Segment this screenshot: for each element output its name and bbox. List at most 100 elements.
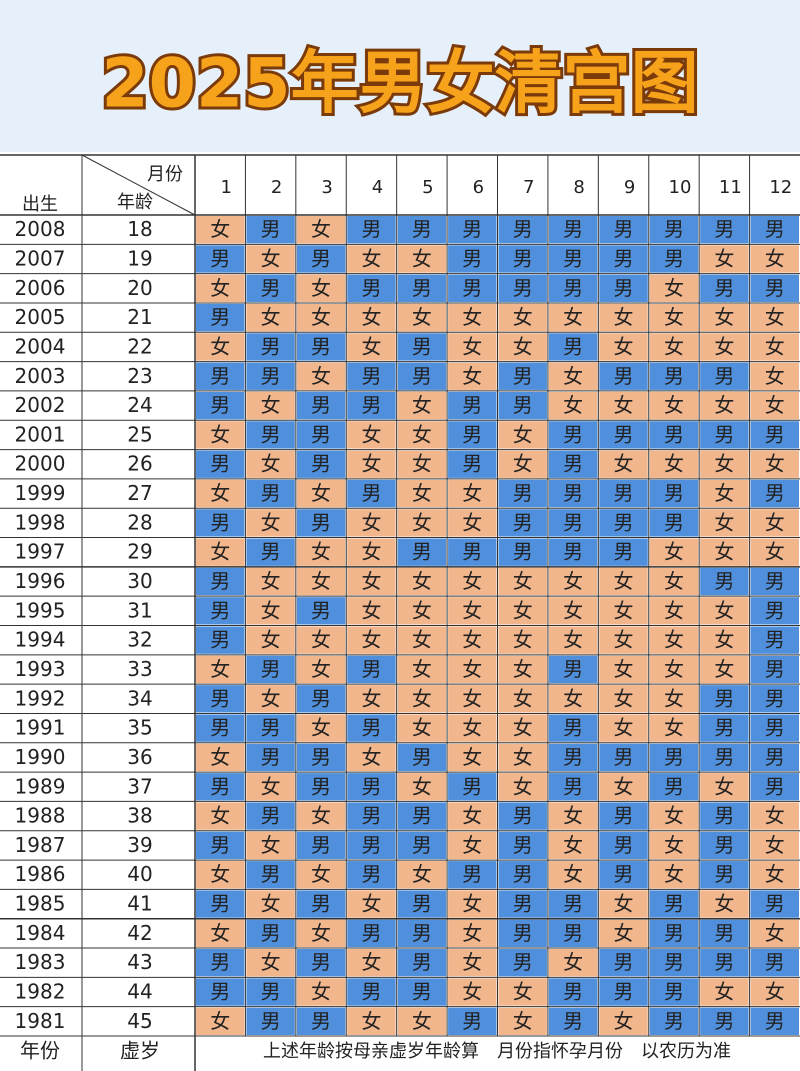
- cell-bg: [498, 655, 547, 684]
- birth-year: 1989: [15, 774, 66, 798]
- cell-bg: [700, 421, 749, 449]
- birth-year: 1997: [15, 540, 66, 564]
- title-band: [0, 0, 800, 152]
- cell-value: 男: [311, 452, 331, 476]
- cell-bg: [196, 509, 245, 537]
- cell-bg: [296, 538, 346, 566]
- cell-value: 女: [361, 540, 381, 564]
- title: 2025年男女清宫图: [101, 45, 698, 124]
- cell-value: 男: [614, 510, 634, 534]
- cell-value: 男: [664, 950, 684, 974]
- cell-value: 女: [513, 628, 533, 652]
- age: 44: [127, 980, 152, 1004]
- cell-bg: [397, 509, 447, 537]
- cell-bg: [397, 919, 447, 948]
- cell-bg: [700, 509, 749, 537]
- cell-value: 男: [765, 422, 785, 446]
- cell-bg: [448, 509, 497, 537]
- cell-value: 女: [714, 628, 734, 652]
- cell-value: 女: [765, 334, 785, 358]
- cell-bg: [296, 509, 346, 537]
- cell-bg: [397, 743, 447, 772]
- cell-value: 女: [513, 745, 533, 769]
- cell-bg: [448, 802, 497, 830]
- cell-bg: [246, 978, 295, 1006]
- cell-value: 男: [412, 980, 432, 1004]
- cell-value: 男: [563, 716, 583, 740]
- age: 37: [127, 774, 152, 798]
- cell-value: 男: [714, 921, 734, 945]
- cell-bg: [700, 978, 749, 1006]
- cell-value: 女: [462, 686, 482, 710]
- cell-value: 女: [210, 217, 230, 241]
- birth-year: 1993: [15, 657, 66, 681]
- cell-value: 女: [664, 540, 684, 564]
- cell-bg: [599, 245, 648, 273]
- cell-value: 女: [210, 1009, 230, 1033]
- cell-value: 男: [765, 745, 785, 769]
- cell-bg: [448, 978, 497, 1006]
- cell-value: 女: [664, 598, 684, 622]
- cell-bg: [448, 626, 497, 654]
- cell-bg: [498, 303, 547, 332]
- cell-bg: [548, 714, 598, 742]
- cell-value: 女: [361, 422, 381, 446]
- cell-bg: [649, 861, 699, 889]
- cell-value: 女: [714, 510, 734, 534]
- cell-value: 男: [261, 364, 281, 388]
- cell-value: 女: [361, 628, 381, 652]
- cell-value: 女: [714, 980, 734, 1004]
- cell-value: 女: [412, 481, 432, 505]
- cell-value: 男: [664, 980, 684, 1004]
- cell-value: 男: [261, 1009, 281, 1033]
- cell-bg: [498, 831, 547, 860]
- cell-value: 女: [513, 774, 533, 798]
- cell-bg: [448, 1007, 497, 1035]
- cell-value: 女: [765, 804, 785, 828]
- cell-bg: [700, 216, 749, 244]
- cell-value: 女: [210, 862, 230, 886]
- cell-value: 男: [714, 1009, 734, 1033]
- age: 33: [127, 657, 152, 681]
- cell-bg: [347, 626, 396, 654]
- cell-value: 女: [462, 510, 482, 534]
- cell-value: 男: [311, 950, 331, 974]
- cell-bg: [397, 567, 447, 596]
- cell-bg: [196, 362, 245, 390]
- cell-bg: [196, 685, 245, 713]
- cell-value: 女: [412, 246, 432, 270]
- birth-year: 2004: [15, 334, 66, 358]
- cell-bg: [548, 978, 598, 1006]
- cell-bg: [548, 919, 598, 948]
- cell-value: 女: [412, 657, 432, 681]
- cell-value: 女: [462, 804, 482, 828]
- cell-bg: [196, 655, 245, 684]
- cell-value: 女: [261, 569, 281, 593]
- cell-value: 男: [513, 481, 533, 505]
- cell-value: 女: [361, 246, 381, 270]
- cell-value: 女: [462, 745, 482, 769]
- cell-bg: [700, 245, 749, 273]
- cell-bg: [599, 861, 648, 889]
- cell-value: 女: [361, 452, 381, 476]
- cell-bg: [649, 567, 699, 596]
- cell-value: 男: [513, 950, 533, 974]
- cell-value: 男: [261, 334, 281, 358]
- cell-bg: [700, 714, 749, 742]
- cell-value: 男: [361, 804, 381, 828]
- cell-value: 男: [261, 422, 281, 446]
- cell-value: 男: [210, 950, 230, 974]
- cell-value: 男: [765, 569, 785, 593]
- month-header: 6: [473, 177, 484, 198]
- cell-value: 女: [412, 393, 432, 417]
- cell-bg: [196, 743, 245, 772]
- cell-value: 女: [311, 305, 331, 329]
- cell-value: 女: [614, 598, 634, 622]
- birth-year: 2002: [15, 393, 66, 417]
- cell-bg: [548, 685, 598, 713]
- cell-bg: [246, 303, 295, 332]
- cell-bg: [548, 626, 598, 654]
- cell-bg: [649, 890, 699, 918]
- cell-bg: [397, 949, 447, 977]
- cell-value: 女: [210, 657, 230, 681]
